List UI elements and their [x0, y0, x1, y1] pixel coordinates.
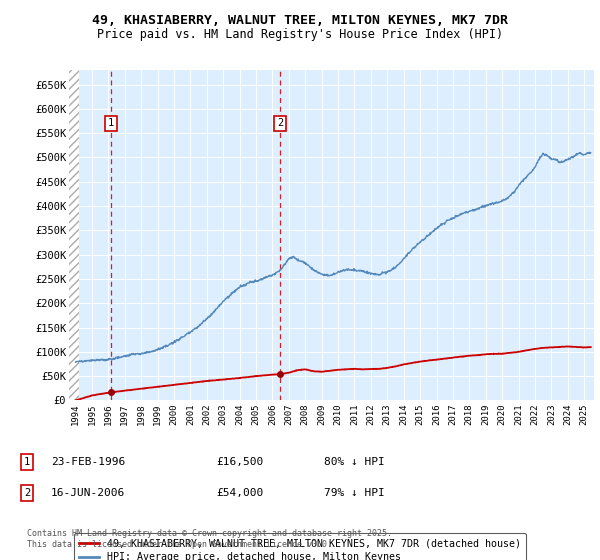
Text: 79% ↓ HPI: 79% ↓ HPI [324, 488, 385, 498]
Text: 1: 1 [24, 457, 30, 467]
Text: 16-JUN-2006: 16-JUN-2006 [51, 488, 125, 498]
Text: 2: 2 [277, 119, 283, 128]
Text: 23-FEB-1996: 23-FEB-1996 [51, 457, 125, 467]
Text: 1: 1 [108, 119, 114, 128]
Text: £16,500: £16,500 [216, 457, 263, 467]
Bar [69, 70, 79, 400]
Text: £54,000: £54,000 [216, 488, 263, 498]
Legend: 49, KHASIABERRY, WALNUT TREE, MILTON KEYNES, MK7 7DR (detached house), HPI: Aver: 49, KHASIABERRY, WALNUT TREE, MILTON KEY… [74, 533, 526, 560]
Text: 49, KHASIABERRY, WALNUT TREE, MILTON KEYNES, MK7 7DR: 49, KHASIABERRY, WALNUT TREE, MILTON KEY… [92, 14, 508, 27]
Text: Price paid vs. HM Land Registry's House Price Index (HPI): Price paid vs. HM Land Registry's House … [97, 28, 503, 41]
Text: Contains HM Land Registry data © Crown copyright and database right 2025.
This d: Contains HM Land Registry data © Crown c… [27, 529, 392, 549]
Text: 80% ↓ HPI: 80% ↓ HPI [324, 457, 385, 467]
Text: 2: 2 [24, 488, 30, 498]
